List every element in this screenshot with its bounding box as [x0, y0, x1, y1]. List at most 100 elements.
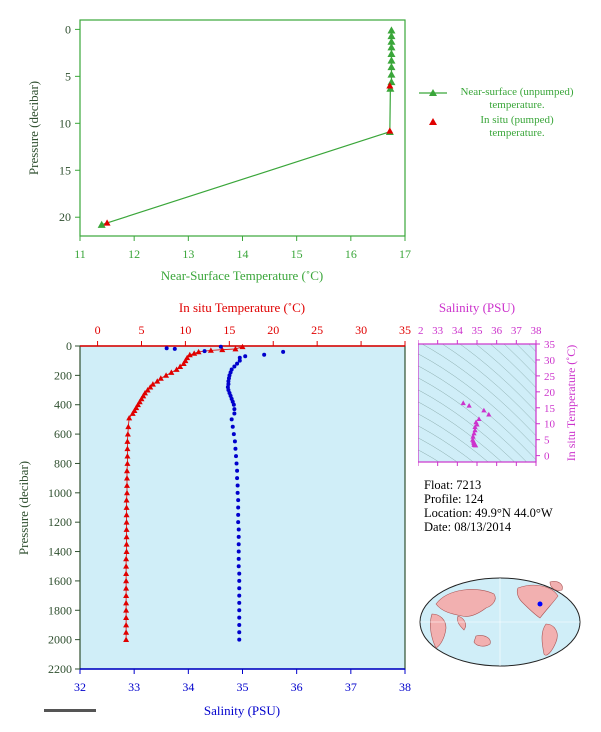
ts-point [471, 430, 477, 436]
salinity-tick-label: 38 [399, 680, 411, 694]
legend-green-triangle [429, 89, 437, 96]
landmass-south-asia [457, 615, 466, 631]
ts-y-tick-label: 15 [544, 403, 556, 415]
salinity-tick-label: 37 [345, 680, 357, 694]
insitu-point [103, 219, 111, 226]
temp-profile-point [124, 460, 131, 466]
temp-profile-point [239, 343, 246, 350]
salinity-profile-series [164, 344, 286, 642]
salinity-profile-point [235, 483, 240, 488]
salinity-profile-point [262, 352, 267, 357]
pressure-tick-label: 1800 [48, 603, 72, 617]
temp-profile-series [123, 343, 246, 643]
near-surface-point [387, 56, 396, 64]
temp-profile-point [123, 475, 130, 481]
profile-number: Profile: 124 [424, 492, 484, 506]
salinity-profile-point [226, 379, 231, 384]
top-x-ticks: 11 12 13 14 15 16 17 [74, 236, 411, 261]
temp-profile-point [126, 414, 133, 421]
pressure-tick-label: 1400 [48, 545, 72, 559]
density-isoline [418, 353, 536, 449]
salinity-profile-point [237, 622, 242, 627]
temp-profile-point [123, 555, 130, 562]
salinity-profile-point [236, 512, 241, 517]
top-x-tick-label: 12 [128, 247, 140, 261]
ts-point [474, 421, 480, 427]
ts-x-ticks: 32 33 34 35 36 37 38 [418, 325, 542, 466]
landmass-eurasia [435, 589, 496, 617]
ts-y-tick-label: 10 [544, 419, 556, 431]
temp-tick-label: 20 [267, 323, 279, 337]
landmass-australia [473, 635, 491, 647]
map-continents [430, 581, 563, 656]
temp-profile-point [123, 577, 130, 584]
temp-tick-label: 30 [355, 323, 367, 337]
salinity-profile-point [236, 564, 241, 569]
temp-profile-point [123, 570, 130, 576]
salinity-profile-point [236, 534, 241, 539]
near-surface-point [387, 77, 396, 86]
salinity-profile-point [231, 402, 236, 407]
salinity-profile-point [237, 630, 242, 635]
salinity-profile-point [237, 586, 242, 591]
salinity-profile-point [233, 446, 238, 451]
salinity-profile-point [237, 637, 242, 642]
top-x-axis-label: Near-Surface Temperature (˚C) [161, 268, 323, 283]
pressure-ticks: 0 200 400 600 800 1000 1200 1400 1600 1800 2000 220… [48, 339, 80, 676]
legend-entry-insitu: In situ (pumped) temperature. [418, 114, 588, 142]
salinity-tick-label: 33 [128, 680, 140, 694]
float-info: Float: 7213 Profile: 124 Location: 49.9°… [424, 478, 553, 534]
salinity-profile-point [236, 556, 241, 561]
ts-x-tick-label: 32 [418, 325, 424, 337]
salinity-profile-point [236, 527, 241, 532]
near-surface-point [387, 37, 396, 45]
salinity-profile-point [243, 354, 248, 359]
ts-x-tick-label: 33 [432, 325, 444, 337]
top-y-tick-label: 5 [65, 69, 71, 83]
ts-title: Salinity (PSU) [439, 300, 515, 315]
salinity-profile-point [236, 549, 241, 554]
ts-x-tick-label: 37 [511, 325, 522, 337]
salinity-profile-point [281, 349, 286, 354]
temp-profile-point [123, 592, 130, 598]
salinity-profile-point [237, 578, 242, 583]
top-y-tick-label: 10 [59, 116, 71, 130]
temp-profile-point [177, 363, 184, 369]
temp-profile-point [124, 438, 131, 444]
temp-profile-point [123, 519, 130, 525]
temp-profile-point [124, 453, 131, 459]
pressure-tick-label: 200 [54, 368, 72, 382]
landmass-greenland [549, 581, 563, 591]
salinity-tick-label: 34 [182, 680, 194, 694]
legend-marks [419, 89, 447, 125]
temp-profile-point [123, 636, 130, 643]
ts-diagram: Salinity (PSU) In situ Temperature (˚C) … [418, 300, 578, 466]
top-y-tick-label: 0 [65, 22, 71, 36]
top-y-ticks: 0 5 10 15 20 [59, 22, 80, 224]
density-isoline [418, 425, 474, 462]
legend-entry-near-surface: Near-surface (unpumped) temperature. [418, 86, 588, 114]
temp-profile-point [123, 599, 130, 606]
pressure-tick-label: 0 [66, 339, 72, 353]
near-surface-point [387, 49, 396, 58]
salinity-tick-label: 36 [291, 680, 303, 694]
profile-plot-background [80, 346, 405, 669]
ts-point [473, 442, 479, 448]
salinity-profile-point [172, 346, 177, 351]
salinity-profile-point [164, 346, 169, 351]
density-isoline [418, 401, 503, 462]
temp-profile-point [123, 533, 130, 540]
pressure-tick-label: 1000 [48, 486, 72, 500]
salinity-profile-point [234, 461, 239, 466]
density-isoline [418, 437, 458, 462]
salinity-profile-point [230, 424, 235, 429]
temp-profile-point [123, 511, 130, 518]
near-surface-point [387, 62, 396, 71]
temp-profile-point [168, 369, 175, 375]
temp-profile-point [123, 504, 130, 510]
near-surface-point [387, 26, 396, 34]
ts-x-tick-label: 35 [472, 325, 484, 337]
temp-profile-point [124, 445, 131, 452]
salinity-tick-label: 35 [237, 680, 249, 694]
salinity-profile-point [232, 364, 237, 369]
